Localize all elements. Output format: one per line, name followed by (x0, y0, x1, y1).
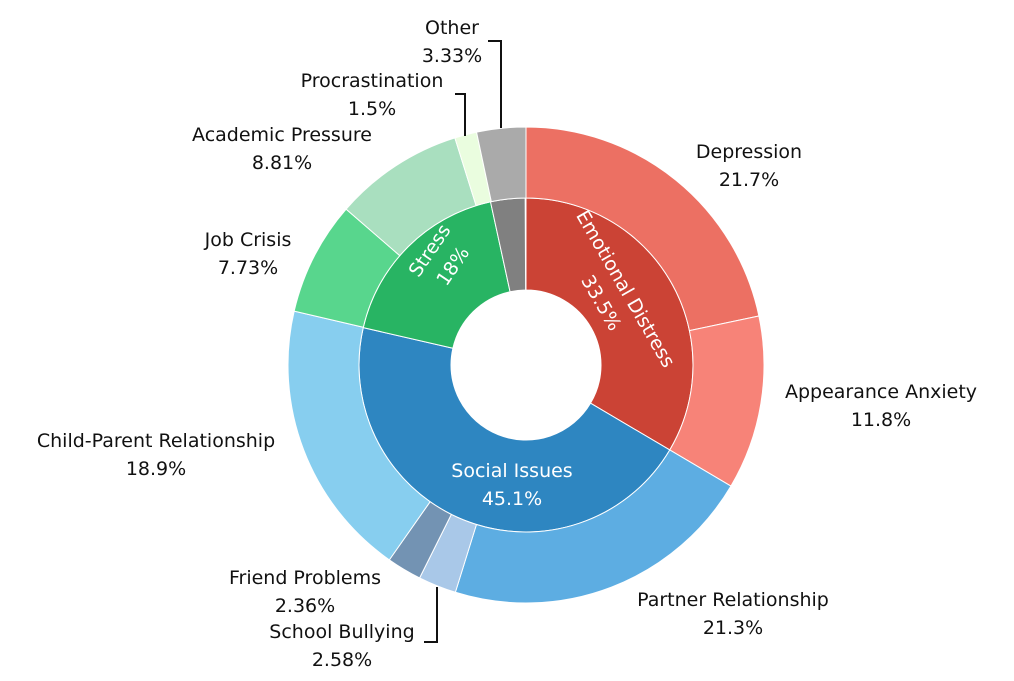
label-job-crisis: Job Crisis 7.73% (204, 229, 292, 279)
label-academic-pressure: Academic Pressure 8.81% (192, 124, 372, 174)
label-appearance-anxiety: Appearance Anxiety 11.8% (785, 381, 977, 431)
label-social-issues: Social Issues 45.1% (451, 460, 572, 510)
label-friend-problems: Friend Problems 2.36% (229, 567, 381, 617)
label-social-issues-name: Social Issues (451, 460, 572, 482)
label-child-parent-relationship-pct: 18.9% (126, 458, 186, 480)
label-academic-pressure-name: Academic Pressure (192, 124, 372, 146)
label-procrastination: Procrastination 1.5% (301, 70, 444, 120)
inner-ring (358, 197, 694, 533)
outer-slice-other[interactable] (475, 126, 527, 203)
label-other-name: Other (425, 17, 479, 39)
label-academic-pressure-pct: 8.81% (252, 152, 312, 174)
label-job-crisis-pct: 7.73% (218, 257, 278, 279)
label-child-parent-relationship: Child-Parent Relationship 18.9% (37, 430, 275, 480)
label-partner-relationship-name: Partner Relationship (637, 589, 829, 611)
label-depression: Depression 21.7% (696, 141, 802, 191)
label-social-issues-pct: 45.1% (482, 488, 542, 510)
label-appearance-anxiety-pct: 11.8% (851, 409, 911, 431)
label-school-bullying-pct: 2.58% (312, 649, 372, 671)
label-friend-problems-name: Friend Problems (229, 567, 381, 589)
leader-line-school-bullying (424, 587, 438, 643)
label-depression-name: Depression (696, 141, 802, 163)
label-school-bullying-name: School Bullying (269, 621, 414, 643)
leader-lines (424, 40, 502, 643)
label-depression-pct: 21.7% (719, 169, 779, 191)
leader-line-other (488, 40, 502, 128)
label-procrastination-pct: 1.5% (348, 98, 396, 120)
leader-line-procrastination (455, 93, 466, 136)
label-procrastination-name: Procrastination (301, 70, 444, 92)
label-appearance-anxiety-name: Appearance Anxiety (785, 381, 977, 403)
outer-ring (287, 126, 765, 604)
label-partner-relationship-pct: 21.3% (703, 617, 763, 639)
label-other: Other 3.33% (422, 17, 482, 67)
label-other-pct: 3.33% (422, 45, 482, 67)
label-school-bullying: School Bullying 2.58% (269, 621, 414, 671)
label-friend-problems-pct: 2.36% (275, 595, 335, 617)
label-partner-relationship: Partner Relationship 21.3% (637, 589, 829, 639)
label-job-crisis-name: Job Crisis (204, 229, 292, 251)
label-child-parent-relationship-name: Child-Parent Relationship (37, 430, 275, 452)
